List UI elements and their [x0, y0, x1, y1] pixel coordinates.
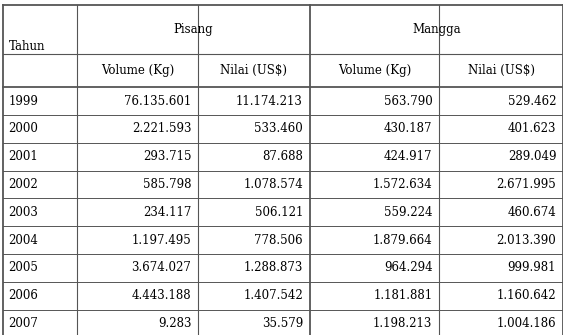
- Text: 1.160.642: 1.160.642: [497, 289, 556, 302]
- Text: 964.294: 964.294: [384, 261, 432, 274]
- Text: 234.117: 234.117: [143, 206, 191, 219]
- Text: 4.443.188: 4.443.188: [132, 289, 191, 302]
- Text: 1.198.213: 1.198.213: [373, 317, 432, 330]
- Text: 1.879.664: 1.879.664: [373, 233, 432, 247]
- Text: 999.981: 999.981: [508, 261, 556, 274]
- Text: 2002: 2002: [8, 178, 38, 191]
- Text: 563.790: 563.790: [383, 94, 432, 108]
- Text: 2005: 2005: [8, 261, 38, 274]
- Text: 76.135.601: 76.135.601: [124, 94, 191, 108]
- Text: 35.579: 35.579: [262, 317, 303, 330]
- Text: Pisang: Pisang: [173, 23, 213, 36]
- Text: 585.798: 585.798: [143, 178, 191, 191]
- Text: Volume (Kg): Volume (Kg): [338, 64, 411, 77]
- Text: 533.460: 533.460: [254, 122, 303, 135]
- Text: 1.407.542: 1.407.542: [243, 289, 303, 302]
- Text: 9.283: 9.283: [158, 317, 191, 330]
- Text: 2007: 2007: [8, 317, 38, 330]
- Text: 1999: 1999: [8, 94, 38, 108]
- Text: 1.288.873: 1.288.873: [244, 261, 303, 274]
- Text: 3.674.027: 3.674.027: [132, 261, 191, 274]
- Text: Nilai (US$): Nilai (US$): [220, 64, 288, 77]
- Text: 2.013.390: 2.013.390: [497, 233, 556, 247]
- Text: Nilai (US$): Nilai (US$): [467, 64, 535, 77]
- Text: 778.506: 778.506: [254, 233, 303, 247]
- Text: 506.121: 506.121: [254, 206, 303, 219]
- Text: 1.004.186: 1.004.186: [497, 317, 556, 330]
- Text: 1.197.495: 1.197.495: [132, 233, 191, 247]
- Text: 529.462: 529.462: [508, 94, 556, 108]
- Text: 293.715: 293.715: [143, 150, 191, 163]
- Text: Mangga: Mangga: [412, 23, 461, 36]
- Text: 2003: 2003: [8, 206, 38, 219]
- Text: 430.187: 430.187: [384, 122, 432, 135]
- Text: 2.221.593: 2.221.593: [132, 122, 191, 135]
- Text: 559.224: 559.224: [384, 206, 432, 219]
- Text: 460.674: 460.674: [507, 206, 556, 219]
- Text: Volume (Kg): Volume (Kg): [101, 64, 175, 77]
- Text: 401.623: 401.623: [508, 122, 556, 135]
- Text: 2000: 2000: [8, 122, 38, 135]
- Text: 87.688: 87.688: [262, 150, 303, 163]
- Text: 289.049: 289.049: [508, 150, 556, 163]
- Text: 424.917: 424.917: [384, 150, 432, 163]
- Text: Tahun: Tahun: [8, 40, 45, 53]
- Text: 1.078.574: 1.078.574: [243, 178, 303, 191]
- Text: 2001: 2001: [8, 150, 38, 163]
- Text: 1.181.881: 1.181.881: [373, 289, 432, 302]
- Text: 11.174.213: 11.174.213: [236, 94, 303, 108]
- Text: 2006: 2006: [8, 289, 38, 302]
- Text: 2.671.995: 2.671.995: [497, 178, 556, 191]
- Text: 2004: 2004: [8, 233, 38, 247]
- Text: 1.572.634: 1.572.634: [373, 178, 432, 191]
